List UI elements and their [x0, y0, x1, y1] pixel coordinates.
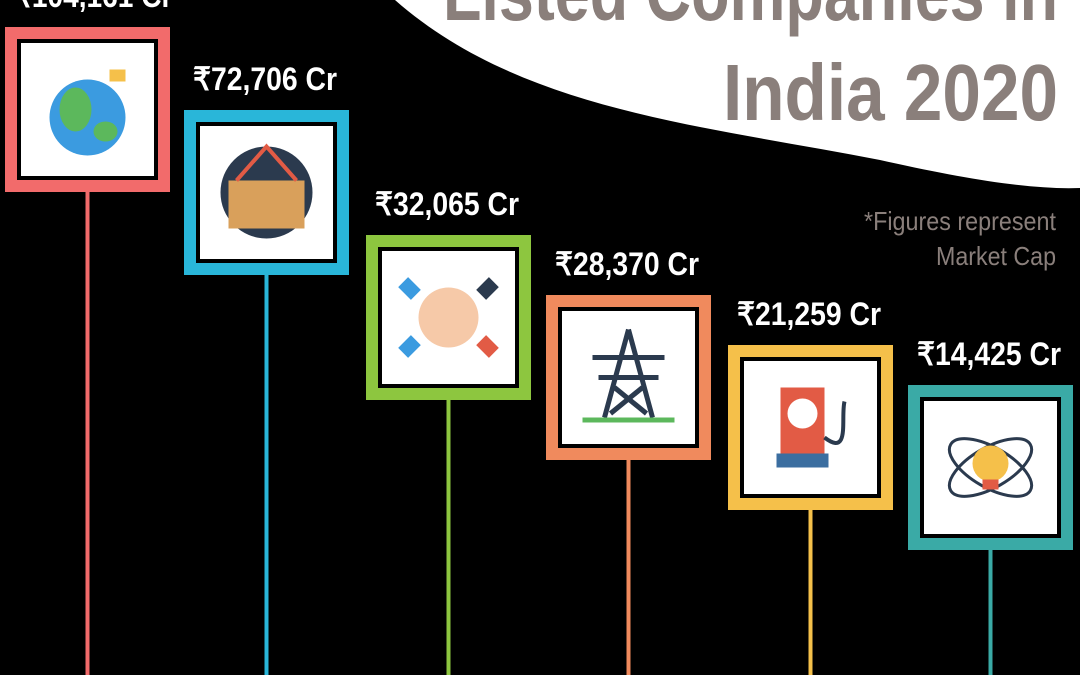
wave [395, 0, 1080, 189]
title-line: Listed Companies in [443, 0, 1058, 37]
value-label: ₹21,259 Cr [737, 296, 881, 332]
value-label: ₹32,065 Cr [375, 186, 519, 222]
title-line: India 2020 [723, 48, 1058, 137]
note-line: *Figures represent [864, 206, 1057, 236]
icon [235, 143, 298, 182]
icon [787, 398, 818, 429]
value-label: ₹14,425 Cr [917, 336, 1061, 372]
icon [398, 335, 421, 358]
icon [592, 328, 665, 419]
icon [398, 277, 421, 300]
icon [776, 453, 829, 468]
icon [476, 335, 499, 358]
value-label: ₹28,370 Cr [555, 246, 699, 282]
icon [418, 287, 479, 348]
icon [59, 87, 92, 132]
icon [93, 121, 118, 142]
icon [582, 417, 675, 423]
icon [972, 445, 1009, 482]
value-label: ₹72,706 Cr [193, 61, 337, 97]
icon [476, 277, 499, 300]
icon [982, 479, 999, 490]
icon [109, 69, 126, 82]
value-label: ₹104,161 Cr [14, 0, 172, 14]
note-line: Market Cap [936, 241, 1056, 271]
icon [228, 180, 305, 229]
icon [823, 401, 847, 445]
